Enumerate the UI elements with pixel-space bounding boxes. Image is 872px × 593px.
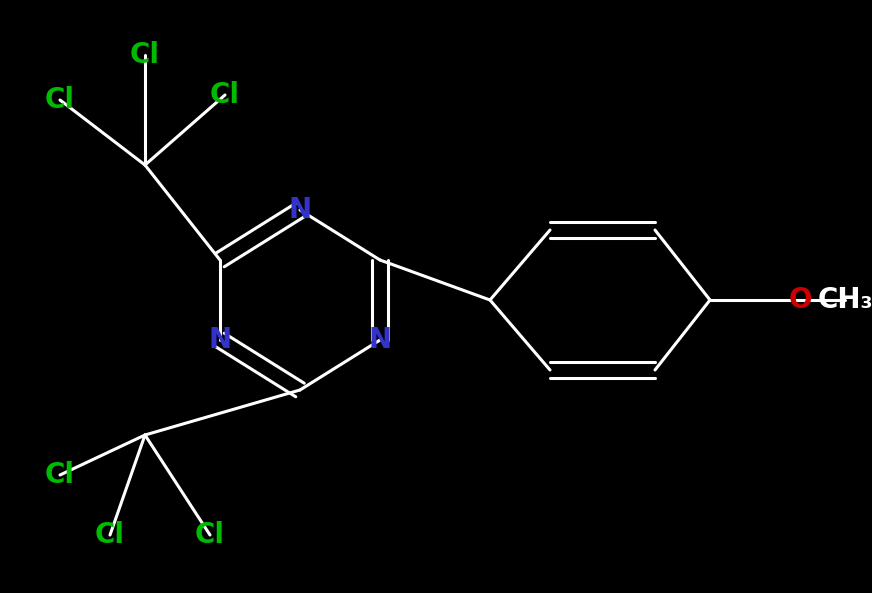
Text: Cl: Cl <box>95 521 125 549</box>
Text: N: N <box>208 326 232 354</box>
Text: N: N <box>369 326 392 354</box>
Text: O: O <box>788 286 812 314</box>
Text: Cl: Cl <box>210 81 240 109</box>
Text: CH₃: CH₃ <box>817 286 872 314</box>
Text: Cl: Cl <box>195 521 225 549</box>
Text: Cl: Cl <box>45 461 75 489</box>
Text: Cl: Cl <box>45 86 75 114</box>
Text: Cl: Cl <box>130 41 160 69</box>
Text: N: N <box>289 196 311 224</box>
